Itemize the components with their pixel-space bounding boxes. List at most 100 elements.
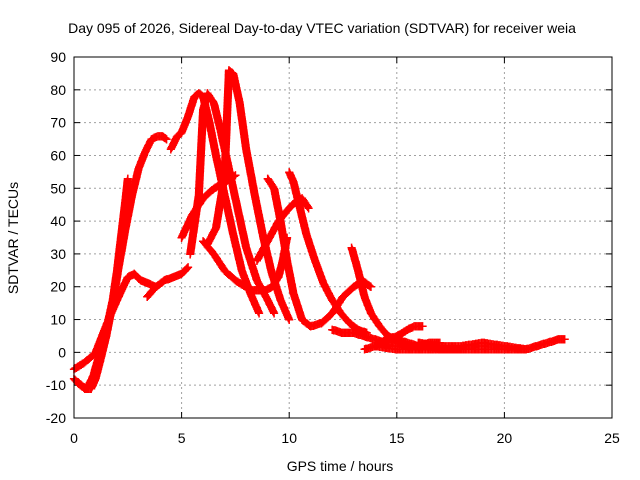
data-point: + [282, 204, 293, 219]
data-point: + [149, 131, 160, 146]
data-point: + [275, 215, 286, 230]
series-track-2: ++++++++++++++++++++++++++++++++++++++++… [73, 129, 172, 397]
data-point: + [210, 222, 221, 237]
data-point: + [138, 150, 149, 165]
data-point: + [83, 353, 94, 368]
data-point: + [189, 91, 200, 106]
data-point: + [234, 252, 245, 267]
data-point: + [83, 382, 94, 397]
data-point: + [222, 153, 233, 168]
data-point: + [247, 260, 258, 275]
y-tick-label: 50 [50, 180, 66, 196]
data-point: + [346, 282, 357, 297]
data-point: + [118, 210, 129, 225]
data-point: + [231, 81, 242, 96]
data-point: + [285, 169, 296, 184]
data-point: + [266, 301, 277, 316]
data-point: + [133, 163, 144, 178]
data-point: + [109, 286, 120, 301]
x-tick-label: 25 [604, 430, 620, 446]
data-point: + [247, 284, 258, 299]
data-point: + [257, 284, 268, 299]
data-point: + [122, 272, 133, 287]
data-point: + [218, 176, 229, 191]
data-point: + [197, 109, 208, 124]
data-point: + [98, 332, 109, 347]
data-point: + [243, 249, 254, 264]
series-track-8: ++++++++++++++++++++++++++++++++++++++++… [176, 169, 241, 246]
data-point: + [140, 146, 151, 161]
data-point: + [77, 379, 88, 394]
data-point: + [120, 196, 131, 211]
data-point: + [355, 275, 366, 290]
data-point: + [200, 95, 211, 110]
data-point: + [79, 381, 90, 396]
data-point: + [97, 346, 108, 361]
data-point: + [235, 213, 246, 228]
data-point: + [416, 339, 427, 354]
data-point: + [143, 289, 154, 304]
data-point: + [352, 327, 363, 342]
data-point: + [382, 332, 393, 347]
data-point: + [205, 231, 216, 246]
data-point: + [200, 190, 211, 205]
data-point: + [234, 254, 245, 269]
data-point: + [210, 145, 221, 160]
data-point: + [225, 169, 236, 184]
data-point: + [190, 209, 201, 224]
data-point: + [299, 195, 310, 210]
data-point: + [221, 123, 232, 138]
data-point: + [273, 270, 284, 285]
data-point: + [106, 302, 117, 317]
data-point: + [375, 336, 386, 351]
data-point: + [359, 289, 370, 304]
data-point: + [347, 245, 358, 260]
data-point: + [372, 316, 383, 331]
data-point: + [217, 183, 228, 198]
data-point: + [267, 267, 278, 282]
data-point: + [298, 215, 309, 230]
data-point: + [141, 143, 152, 158]
data-point: + [220, 174, 231, 189]
data-point: + [219, 169, 230, 184]
data-point: + [108, 290, 119, 305]
data-point: + [81, 382, 92, 397]
data-point: + [286, 200, 297, 215]
data-point: + [107, 295, 118, 310]
data-point: + [221, 266, 232, 281]
data-point: + [297, 313, 308, 328]
data-point: + [197, 125, 208, 140]
data-point: + [381, 333, 392, 348]
data-point: + [180, 223, 191, 238]
data-point: + [105, 307, 116, 322]
data-point: + [109, 284, 120, 299]
data-point: + [193, 190, 204, 205]
data-point: + [218, 179, 229, 194]
data-point: + [218, 174, 229, 189]
data-point: + [355, 275, 366, 290]
data-point: + [145, 287, 156, 302]
data-point: + [287, 283, 298, 298]
data-point: + [277, 209, 288, 224]
data-point: + [270, 277, 281, 292]
data-point: + [115, 250, 126, 265]
data-point: + [218, 137, 229, 152]
data-point: + [268, 273, 279, 288]
data-point: + [201, 89, 212, 104]
data-point: + [209, 139, 220, 154]
data-point: + [160, 273, 171, 288]
data-point: + [274, 207, 285, 222]
data-point: + [251, 198, 262, 213]
data-point: + [225, 168, 236, 183]
data-point: + [120, 195, 131, 210]
data-point: + [147, 284, 158, 299]
data-point: + [198, 234, 209, 249]
data-point: + [232, 201, 243, 216]
data-point: + [222, 104, 233, 119]
data-point: + [285, 271, 296, 286]
data-point: + [214, 256, 225, 271]
data-point: + [196, 128, 207, 143]
data-point: + [379, 325, 390, 340]
data-point: + [211, 217, 222, 232]
data-point: + [97, 343, 108, 358]
